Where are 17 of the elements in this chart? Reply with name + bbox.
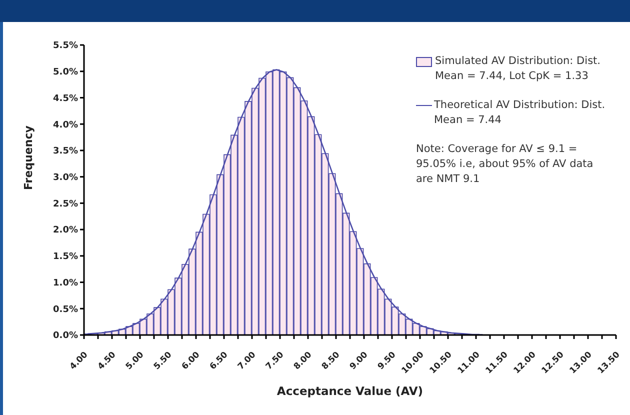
y-tick-label: 3.5% <box>53 146 78 157</box>
y-tick-label: 3.0% <box>53 173 78 184</box>
legend-label: Simulated AV Distribution: Dist. Mean = 7.44, Lot CpK = 1.33 <box>435 54 602 84</box>
y-tick-label: 1.0% <box>53 278 78 288</box>
legend-label: Theoretical AV Distribution: Dist. Mean = 7.44 <box>434 98 606 128</box>
y-tick-label: 2.5% <box>53 199 78 210</box>
y-tick-label: 1.5% <box>53 252 78 262</box>
y-tick-label: 4.5% <box>53 94 78 104</box>
y-tick-label: 5.0% <box>53 68 78 78</box>
y-tick-label: 5.5% <box>53 41 78 52</box>
y-tick-label: 0.5% <box>53 304 78 315</box>
y-axis-title: Frequency <box>22 126 35 190</box>
annotation: Note: Coverage for AV ≤ 9.1 = 95.05% i.e, about 95% of AV data are NMT 9.1 <box>416 142 594 187</box>
y-tick-label: 2.0% <box>53 226 78 236</box>
y-tick-label: 0.0% <box>53 331 78 342</box>
y-tick-label: 4.0% <box>53 120 78 130</box>
x-axis-title: Acceptance Value (AV) <box>276 384 424 398</box>
